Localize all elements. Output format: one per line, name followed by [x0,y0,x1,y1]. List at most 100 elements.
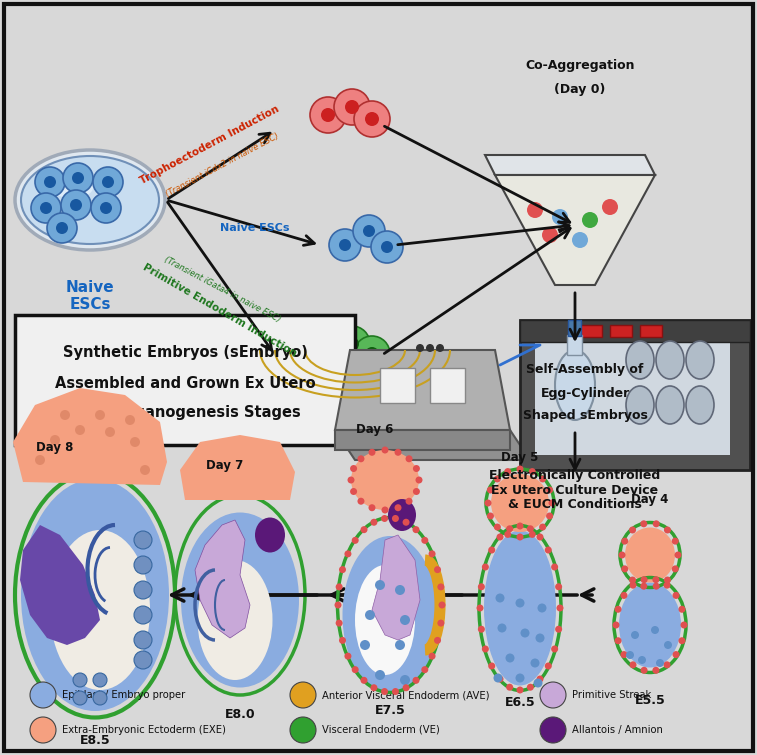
Circle shape [653,576,659,583]
Circle shape [61,190,91,220]
Circle shape [56,222,68,234]
Text: Naive
ESCs: Naive ESCs [66,280,114,313]
Circle shape [102,176,114,188]
Text: E8.0: E8.0 [225,708,255,722]
Circle shape [400,675,410,685]
Circle shape [551,563,558,571]
Circle shape [413,526,419,533]
Circle shape [527,202,543,218]
FancyBboxPatch shape [640,325,662,337]
Circle shape [640,576,647,583]
Circle shape [621,592,628,599]
Circle shape [582,212,598,228]
Circle shape [540,682,566,708]
FancyBboxPatch shape [610,325,632,337]
Circle shape [484,500,491,507]
Circle shape [130,437,140,447]
Circle shape [434,637,441,644]
Circle shape [310,334,346,370]
Circle shape [100,202,112,214]
Circle shape [488,662,495,670]
Circle shape [345,337,359,351]
Circle shape [497,676,503,683]
Circle shape [416,344,424,352]
Circle shape [395,585,405,595]
Circle shape [339,566,346,573]
Circle shape [438,602,446,609]
FancyBboxPatch shape [580,325,602,337]
Circle shape [392,515,399,522]
Circle shape [413,465,420,472]
Circle shape [44,176,56,188]
Circle shape [549,500,556,507]
Circle shape [73,691,87,705]
Circle shape [360,676,367,684]
Circle shape [354,336,390,372]
Circle shape [653,667,659,673]
Circle shape [47,213,77,243]
Circle shape [360,526,367,533]
Circle shape [629,526,636,534]
Ellipse shape [255,517,285,553]
Circle shape [516,466,524,473]
Ellipse shape [626,341,654,379]
Circle shape [72,172,84,184]
Circle shape [504,531,511,538]
Circle shape [360,640,370,650]
Circle shape [382,507,388,513]
Circle shape [497,534,503,541]
Circle shape [631,631,639,639]
Text: E6.5: E6.5 [505,697,535,710]
FancyBboxPatch shape [380,368,415,403]
Circle shape [494,476,501,482]
Circle shape [75,425,85,435]
Circle shape [664,526,671,534]
Circle shape [394,504,401,511]
Circle shape [663,581,671,589]
Circle shape [638,656,646,664]
Circle shape [556,605,563,612]
Text: Shaped sEmbryos: Shaped sEmbryos [522,408,647,421]
Circle shape [339,239,351,251]
Circle shape [400,615,410,625]
Text: Assembled and Grown Ex Utero: Assembled and Grown Ex Utero [55,375,316,390]
Circle shape [527,684,534,691]
Polygon shape [485,155,655,175]
Circle shape [531,658,540,667]
Circle shape [537,534,544,541]
Circle shape [626,651,634,659]
Circle shape [93,167,123,197]
Circle shape [134,556,152,574]
Text: Day 7: Day 7 [207,458,244,472]
Circle shape [653,520,660,527]
Circle shape [370,519,378,525]
Text: (Day 0): (Day 0) [554,84,606,97]
Ellipse shape [51,178,93,198]
Circle shape [321,345,335,359]
Circle shape [664,641,672,649]
Circle shape [621,538,628,544]
Circle shape [438,620,444,627]
Ellipse shape [388,499,416,531]
Circle shape [30,717,56,743]
Ellipse shape [619,583,681,667]
Circle shape [350,488,357,495]
Text: Visceral Endoderm (VE): Visceral Endoderm (VE) [322,725,440,735]
Text: Epiblast / Embryo proper: Epiblast / Embryo proper [62,690,185,700]
Circle shape [134,631,152,649]
Circle shape [375,580,385,590]
Circle shape [546,486,553,494]
Circle shape [125,415,135,425]
Circle shape [352,666,359,673]
Circle shape [422,537,428,544]
Circle shape [392,688,399,695]
Text: Day 6: Day 6 [357,424,394,436]
Circle shape [629,577,636,584]
Circle shape [672,651,680,658]
Circle shape [664,577,671,584]
Circle shape [488,547,495,553]
Circle shape [651,626,659,634]
Circle shape [542,227,558,243]
Circle shape [105,427,115,437]
Ellipse shape [656,386,684,424]
